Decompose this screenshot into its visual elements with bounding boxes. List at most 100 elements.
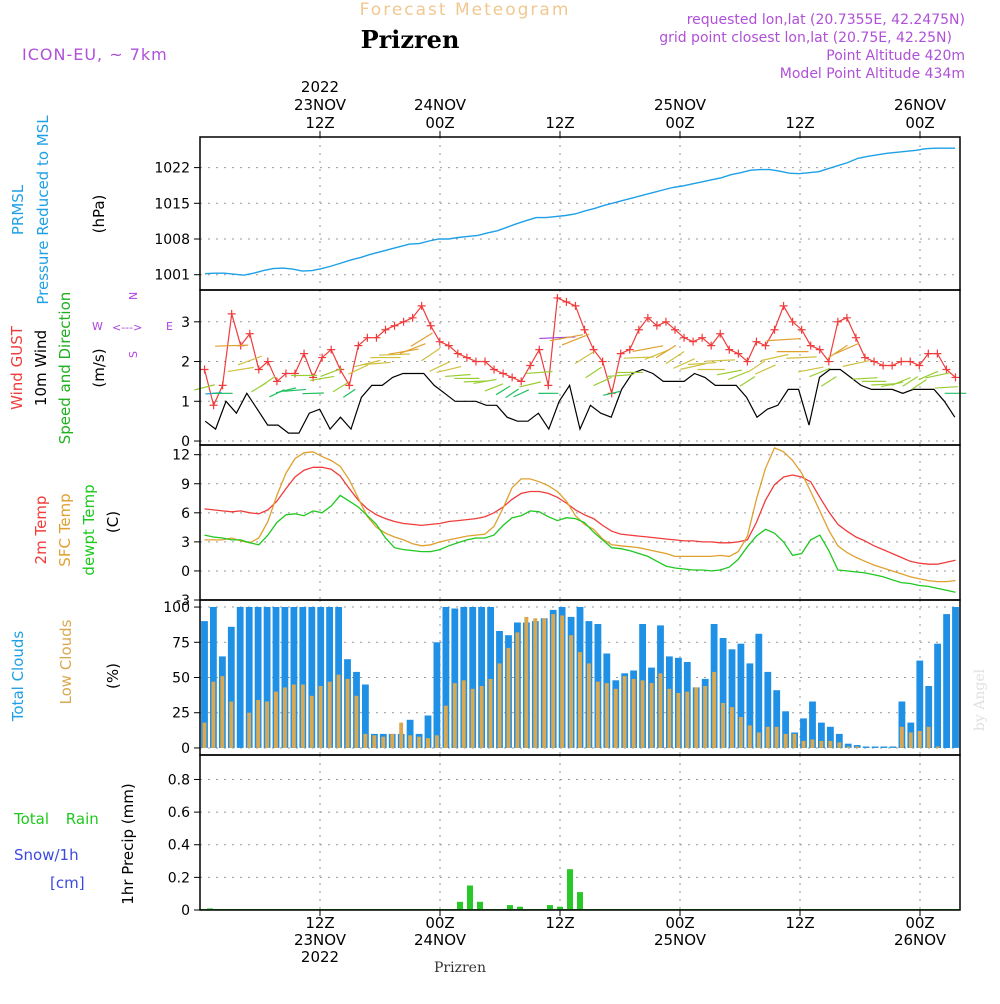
rain-bar [577, 892, 583, 910]
low-cloud-bar [739, 717, 743, 748]
gust-marker [888, 362, 896, 370]
credit: by Angel [972, 668, 988, 731]
low-cloud-bar [641, 680, 645, 748]
low-cloud-bar [632, 679, 636, 748]
pressure-ylabel: (hPa) [90, 195, 108, 234]
gust-marker [463, 354, 471, 362]
rain-bar [457, 902, 463, 910]
rain-label: Total Rain [13, 810, 99, 828]
gust-marker [219, 381, 227, 389]
wind-arrow [411, 333, 433, 346]
gust-marker [391, 322, 399, 330]
model-label: ICON-EU, ~ 7km [22, 45, 168, 64]
wind-arrow [787, 357, 817, 358]
compass-n: N [127, 292, 140, 300]
gust-marker [544, 381, 552, 389]
wind-arrow [740, 377, 755, 387]
total-cloud-bar [237, 607, 244, 748]
gust-marker [843, 314, 851, 322]
wind-arrow [821, 377, 836, 387]
gust-marker [517, 377, 525, 385]
low-cloud-bar [515, 632, 519, 748]
low-clouds-label: Low Clouds [57, 619, 75, 704]
panel-frame [200, 755, 960, 910]
low-cloud-bar [766, 727, 770, 748]
wind-arrow [935, 387, 958, 388]
y-tick-label: 0.6 [168, 805, 190, 821]
low-cloud-bar [417, 737, 421, 748]
y-tick-label: 1022 [154, 161, 190, 177]
low-cloud-bar [560, 616, 564, 749]
pressure-line [205, 148, 955, 275]
rain-bar [567, 869, 573, 910]
total-cloud-bar [434, 642, 441, 748]
low-cloud-bar [337, 675, 341, 748]
wind-arrow [586, 367, 602, 378]
x-label-top: 00Z [905, 114, 934, 132]
low-cloud-bar [363, 734, 367, 748]
low-cloud-bar [346, 679, 350, 748]
gust-marker [761, 342, 769, 350]
gust-marker [436, 338, 444, 346]
precip-ylabel: 1hr Precip (mm) [119, 783, 137, 904]
low-cloud-bar [757, 733, 761, 749]
gust-marker [291, 369, 299, 377]
y-tick-label: 0 [181, 564, 190, 580]
wind-arrow [506, 389, 519, 398]
low-cloud-bar [292, 685, 296, 748]
low-cloud-bar [533, 618, 537, 748]
low-cloud-bar [793, 734, 797, 748]
gust-marker [427, 322, 435, 330]
total-cloud-bar [952, 607, 959, 748]
wind-arrow [445, 374, 471, 376]
gust-marker [508, 373, 516, 381]
wind-arrow [853, 378, 878, 380]
low-cloud-bar [828, 741, 832, 748]
y-tick-label: 75 [172, 635, 190, 651]
low-cloud-bar [667, 689, 671, 748]
x-label-top: 12Z [545, 114, 574, 132]
low-cloud-bar [471, 689, 475, 748]
x-label-bottom: 2022 [301, 948, 339, 966]
gust-marker [771, 326, 779, 334]
y-tick-label: 1 [181, 394, 190, 410]
y-tick-label: 1008 [154, 232, 190, 248]
low-cloud-bar [837, 742, 841, 748]
x-label-bottom: 00Z [665, 914, 694, 932]
total-cloud-bar [890, 747, 897, 748]
wind-arrow [321, 368, 342, 376]
x-label-bottom: 25NOV [654, 931, 707, 949]
wind-arrow [436, 367, 461, 373]
low-cloud-bar [390, 734, 394, 748]
x-label-top: 12Z [305, 114, 334, 132]
pressure-label-1: PRMSL [9, 184, 27, 235]
wind-label: 10m Wind [32, 330, 50, 406]
total-cloud-bar [943, 614, 950, 748]
gust-marker [499, 369, 507, 377]
low-cloud-bar [301, 685, 305, 748]
panel-frame [200, 290, 960, 445]
low-cloud-bar [748, 725, 752, 748]
y-tick-label: 0 [181, 903, 190, 919]
gust-marker [472, 358, 480, 366]
low-cloud-bar [310, 696, 314, 748]
wind-arrow [766, 339, 800, 341]
y-tick-label: 9 [181, 477, 190, 493]
gust-marker [689, 338, 697, 346]
low-cloud-bar [721, 703, 725, 748]
y-tick-label: 0.8 [168, 772, 190, 788]
low-cloud-bar [918, 731, 922, 748]
snow-label: Snow/1h [14, 846, 79, 864]
low-cloud-bar [328, 682, 332, 748]
wind-arrow [633, 346, 663, 352]
panel-frame [200, 137, 960, 290]
compass-arrow: <---> [112, 321, 142, 334]
low-cloud-bar [498, 663, 502, 748]
gust-marker [617, 350, 625, 358]
gust-marker [228, 310, 236, 318]
low-cloud-bar [846, 747, 850, 748]
low-cloud-bar [596, 682, 600, 748]
wind-arrow [379, 354, 410, 355]
wind-arrow [302, 393, 324, 394]
low-cloud-bar [855, 747, 859, 748]
